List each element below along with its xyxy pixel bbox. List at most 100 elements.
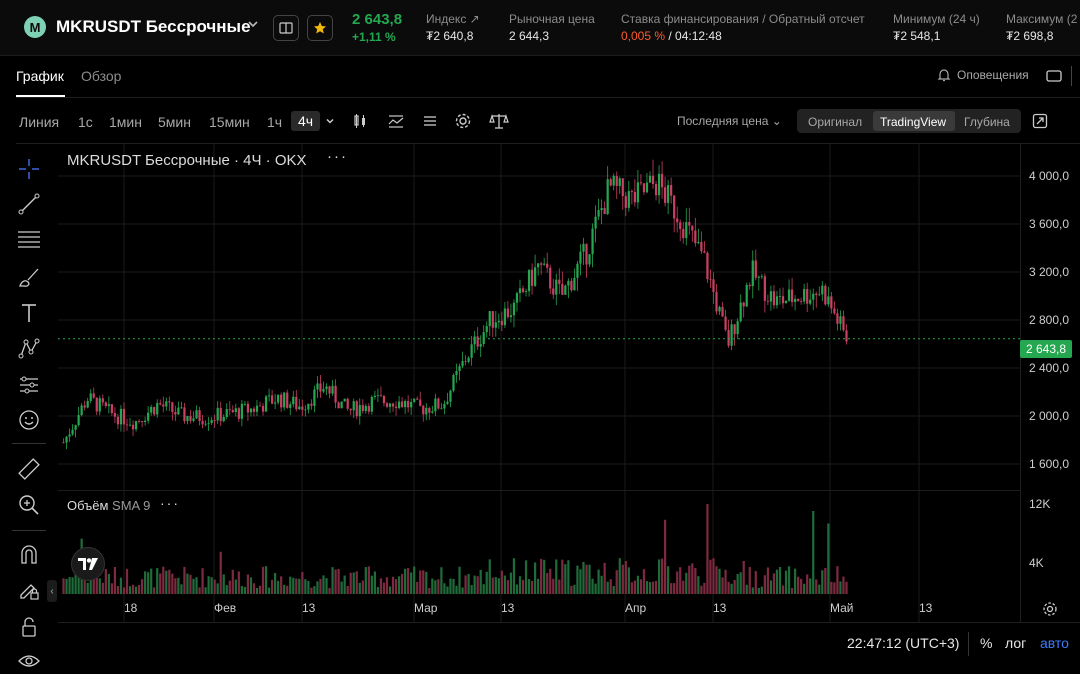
volume-bar [824,568,827,594]
pattern-icon[interactable] [16,336,42,362]
interval-5[interactable]: 1ч [267,114,283,130]
candle-body [307,403,310,410]
candle-body [597,210,600,217]
candles-icon[interactable] [352,113,368,134]
zoom-in-icon[interactable] [16,492,42,518]
candle-body [570,280,573,291]
chevron-down-icon[interactable] [324,114,336,132]
candle-body [92,393,95,398]
prediction-icon[interactable] [16,372,42,398]
candle-body [636,182,640,203]
volume-bar [564,564,567,594]
price-axis-divider [1020,144,1021,623]
compare-scale-icon[interactable] [489,112,509,135]
magnet-icon[interactable] [16,541,42,567]
time-tick: 13 [501,601,515,615]
view-tradingview[interactable]: TradingView [880,115,947,129]
volume-bar [461,587,464,594]
candle-body [667,185,670,203]
layout-icon[interactable] [1046,69,1062,88]
tradingview-logo-icon[interactable] [71,547,105,581]
volume-bar [667,566,670,594]
chevron-down-icon[interactable] [246,17,260,34]
favorite-star-icon[interactable] [307,15,333,41]
candle-body [270,395,274,404]
candle-body [670,185,673,196]
volume-bar [591,578,594,594]
settings-gear-icon[interactable] [454,112,472,135]
tab-overview[interactable]: Обзор [81,68,122,84]
collapse-toolbar-button[interactable]: ‹ [47,580,57,602]
candle-body [612,175,615,186]
book-icon[interactable] [273,15,299,41]
volume-bar [431,578,434,594]
chart-settings-gear-icon[interactable] [1042,601,1058,622]
interval-2[interactable]: 1мин [109,114,142,130]
volume-bar [540,558,543,594]
fib-levels-icon[interactable] [16,227,42,253]
volume-bar [373,571,376,594]
volume-bar [150,568,153,594]
volume-bar [827,523,830,594]
interval-3[interactable]: 5мин [158,114,191,130]
more-options-icon[interactable]: ··· [327,148,348,165]
candle-body [237,408,240,419]
interval-1[interactable]: 1с [78,114,93,130]
brush-icon[interactable] [16,264,42,290]
candle-body [500,320,503,326]
candle-body [682,229,685,239]
volume-bar [407,568,410,594]
tab-chart[interactable]: График [16,68,64,84]
candle-body [141,421,144,422]
candle-body [385,403,389,407]
candle-body [479,344,482,347]
volume-bar [497,578,500,594]
candle-body [694,230,697,244]
log-scale-button[interactable]: лог [1005,635,1027,651]
index-label[interactable]: Индекс ↗ [426,12,480,26]
time-tick: Май [830,601,854,615]
lock-drawing-icon[interactable] [16,577,42,603]
list-icon[interactable] [422,113,438,134]
crosshair-icon[interactable] [16,156,42,182]
volume-bar [413,566,416,594]
emoji-icon[interactable] [16,407,42,433]
interval-0[interactable]: Линия [19,114,60,130]
ruler-icon[interactable] [16,456,42,482]
text-tool-icon[interactable] [16,300,42,326]
fullscreen-icon[interactable] [1032,113,1048,134]
trend-line-icon[interactable] [16,191,42,217]
clock-timezone[interactable]: 22:47:12 (UTC+3) [847,635,960,651]
percent-scale-button[interactable]: % [980,635,993,651]
market-price-label: Рыночная цена [509,12,595,26]
candle-body [482,332,485,345]
candle-body [455,371,458,376]
interval-4[interactable]: 15мин [209,114,250,130]
candle-body [98,398,101,412]
volume-bar [452,578,455,594]
interval-6[interactable]: 4ч [291,111,321,131]
more-options-icon[interactable]: ··· [160,495,180,511]
candle-body [630,191,633,193]
view-depth[interactable]: Глубина [964,115,1010,129]
volume-bar [534,562,537,594]
alerts-button[interactable]: Оповещения [937,68,1029,82]
volume-bar [376,587,380,594]
lock-icon[interactable] [16,614,42,640]
symbol-name[interactable]: MKRUSDT Бессрочные [56,17,251,36]
candle-body [352,401,355,411]
price-type-select[interactable]: Последняя цена ⌄ [677,114,782,128]
candle-body [564,285,567,295]
eye-icon[interactable] [16,648,42,674]
indicators-icon[interactable] [388,113,404,134]
view-original[interactable]: Оригинал [808,115,863,129]
volume-bar [144,571,147,594]
volume-tick: 12K [1029,497,1051,511]
candle-body [715,291,718,312]
volume-bar [772,573,776,594]
price-chart[interactable] [58,144,1020,623]
auto-scale-button[interactable]: авто [1040,635,1069,651]
sma-label: SMA 9 [112,498,151,513]
candle-body [645,182,649,193]
volume-bar [98,578,101,594]
